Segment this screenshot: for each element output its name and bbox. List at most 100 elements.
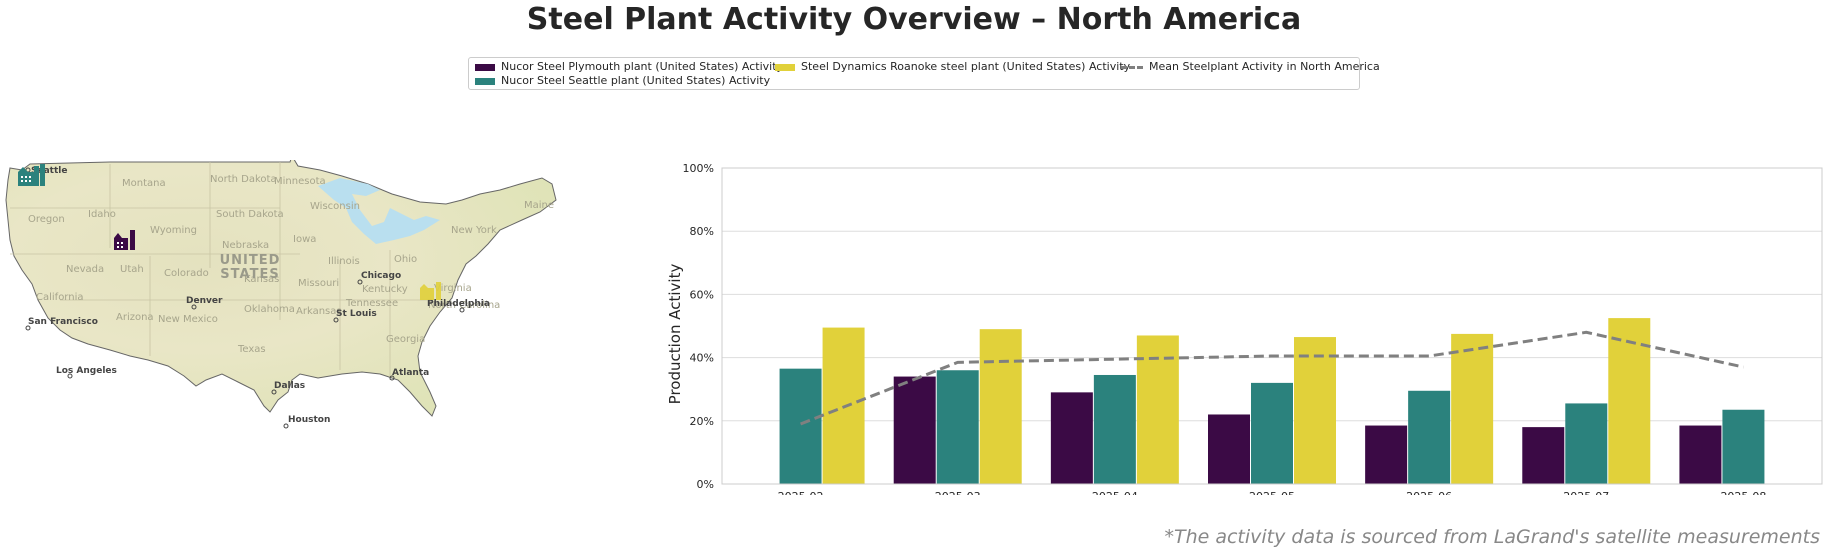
state-label: North Dakota [210,174,277,185]
mean-line [800,330,1744,426]
state-label: Arkansas [296,306,342,317]
factory-icon-roanoke [420,282,441,300]
city-label: Houston [288,415,330,425]
bar-seattle [1093,374,1136,484]
bar-roanoke [1136,335,1179,484]
legend-swatch-plymouth [475,63,495,71]
y-tick-label: 40% [690,352,714,365]
factory-icon-seattle [18,164,45,186]
legend-swatch-mean [1121,65,1143,69]
bar-seattle [1565,403,1608,484]
x-tick-label: 2025-07 [1563,490,1609,495]
chart-title: Steel Plant Activity Overview – North Am… [526,2,1302,37]
country-label: UNITED STATES [220,253,281,282]
y-tick-label: 0% [697,478,714,491]
state-label: North Carolina [428,300,500,311]
city-label: Philadelphia [427,299,490,309]
legend-swatch-seattle [475,77,495,85]
x-tick-label: 2025-02 [778,490,824,495]
city-label: Los Angeles [56,366,117,376]
bar-plymouth [1208,414,1250,484]
state-label: New Mexico [158,314,218,325]
state-label: Nevada [66,264,104,275]
x-tick-label: 2025-04 [1092,490,1138,495]
legend-item-roanoke: Steel Dynamics Roanoke steel plant (Unit… [775,60,1130,74]
state-label: Kentucky [362,284,408,295]
bar-seattle [1251,382,1293,484]
legend: Nucor Steel Plymouth plant (United State… [468,57,1380,90]
bar-seattle [779,368,822,484]
state-label: Wisconsin [310,201,360,212]
y-tick-label: 100% [683,162,714,175]
state-label: Colorado [164,268,209,279]
bar-seattle [1408,390,1451,484]
state-labels: Montana North Dakota Minnesota Oregon Id… [28,174,554,355]
city-label: Denver [186,296,223,306]
state-label: South Dakota [216,209,284,220]
state-label: Tennessee [345,298,398,309]
bar-roanoke [1451,333,1494,484]
y-tick-label: 20% [690,415,714,428]
state-label: New York [451,225,497,236]
legend-item-plymouth: Nucor Steel Plymouth plant (United State… [475,60,783,74]
plot-frame [721,167,1823,485]
bar-seattle [1722,409,1765,484]
legend-label-roanoke: Steel Dynamics Roanoke steel plant (Unit… [801,60,1131,73]
bars [779,318,1765,484]
bar-plymouth [1679,425,1722,484]
y-ticks: 0% 20% 40% 60% 80% 100% [683,162,714,491]
state-label: Missouri [298,278,339,289]
bar-seattle [936,370,979,484]
state-label: Texas [237,344,266,355]
state-label: Georgia [386,334,425,345]
city-label: St Louis [336,309,377,319]
state-label: Wyoming [150,225,197,236]
y-tick-label: 80% [690,225,714,238]
great-lakes [318,178,440,244]
state-label: Iowa [293,234,316,245]
bar-plymouth [1522,427,1565,484]
mean-activity-line [800,330,1744,426]
city-label: San Francisco [28,317,98,327]
legend-label-plymouth: Nucor Steel Plymouth plant (United State… [501,60,784,73]
us-map: Montana North Dakota Minnesota Oregon Id… [5,160,557,429]
state-label: Arizona [116,312,154,323]
factory-icon-plymouth [114,230,135,250]
legend-label-mean: Mean Steelplant Activity in North Americ… [1149,60,1380,73]
city-labels: Seattle San Francisco Los Angeles Denver… [25,166,490,429]
state-label: Oregon [28,214,65,225]
bar-plymouth [1050,392,1093,484]
x-tick-label: 2025-05 [1249,490,1295,495]
legend-swatch-roanoke [775,63,795,71]
country-label-line: UNITED [220,253,281,268]
bar-plymouth [893,376,936,484]
state-label: California [36,292,84,303]
x-tick-label: 2025-03 [935,490,981,495]
legend-item-mean: Mean Steelplant Activity in North Americ… [1121,60,1380,74]
city-label: Dallas [274,381,305,391]
y-tick-label: 60% [690,288,714,301]
bar-chart: Production Activity 0% 20% 40% 60% 80% 100% 2… [666,162,1823,495]
us-landmass [5,160,557,417]
state-label: Virginia [434,283,472,294]
city-label: Seattle [31,166,67,176]
bar-plymouth [1365,425,1408,484]
y-axis-label: Production Activity [666,264,684,405]
legend-label-seattle: Nucor Steel Seattle plant (United States… [501,74,771,87]
footnote: *The activity data is sourced from LaGra… [1164,526,1820,548]
city-label: Atlanta [392,368,429,378]
state-label: Maine [524,200,554,211]
state-label: Minnesota [274,176,326,187]
city-label: Chicago [361,271,401,281]
bar-roanoke [979,329,1022,484]
state-label: Oklahoma [244,304,295,315]
x-tick-label: 2025-06 [1406,490,1452,495]
x-tick-label: 2025-08 [1720,490,1766,495]
legend-item-seattle: Nucor Steel Seattle plant (United States… [475,74,770,88]
country-label-line: STATES [220,267,279,282]
state-label: Illinois [328,256,360,267]
state-lines [10,162,430,380]
state-label: Idaho [88,209,116,220]
state-label: Utah [120,264,144,275]
x-ticks: 2025-02 2025-03 2025-04 2025-05 2025-06 2025-… [778,490,1767,495]
